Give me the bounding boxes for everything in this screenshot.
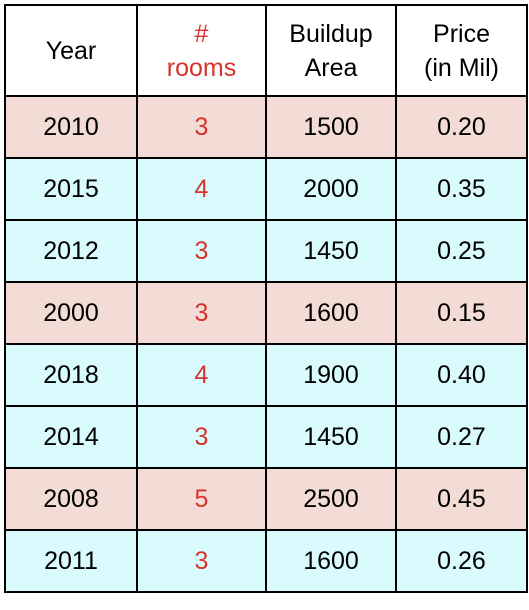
cell-year: 2015 <box>4 157 138 221</box>
cell-buildup-area: 2500 <box>265 467 397 531</box>
cell-price: 0.35 <box>395 157 528 221</box>
header-area-line-1: Buildup <box>289 19 373 48</box>
table-body: 2010 3 1500 0.20 2015 4 2000 0.35 2012 3 1450 0.25 2… <box>4 95 528 593</box>
cell-buildup-area: 1450 <box>265 219 397 283</box>
table-row: 2012 3 1450 0.25 <box>4 219 528 283</box>
header-price-line-1: Price <box>433 19 490 48</box>
header-rooms: # rooms <box>136 4 267 97</box>
cell-price: 0.27 <box>395 405 528 469</box>
header-area: Buildup Area <box>265 4 397 97</box>
header-rooms-line-2: rooms <box>166 53 237 82</box>
header-year-line-1: Year <box>45 36 97 65</box>
table-row: 2011 3 1600 0.26 <box>4 529 528 593</box>
cell-year: 2012 <box>4 219 138 283</box>
cell-price: 0.40 <box>395 343 528 407</box>
cell-rooms: 3 <box>136 95 267 159</box>
cell-year: 2010 <box>4 95 138 159</box>
table-row: 2018 4 1900 0.40 <box>4 343 528 407</box>
cell-rooms: 3 <box>136 281 267 345</box>
cell-rooms: 4 <box>136 157 267 221</box>
cell-buildup-area: 2000 <box>265 157 397 221</box>
header-price: Price (in Mil) <box>395 4 528 97</box>
cell-rooms: 3 <box>136 219 267 283</box>
table-row: 2014 3 1450 0.27 <box>4 405 528 469</box>
cell-price: 0.26 <box>395 529 528 593</box>
cell-year: 2018 <box>4 343 138 407</box>
header-price-line-2: (in Mil) <box>424 53 499 82</box>
cell-price: 0.45 <box>395 467 528 531</box>
cell-price: 0.25 <box>395 219 528 283</box>
cell-buildup-area: 1450 <box>265 405 397 469</box>
cell-rooms: 4 <box>136 343 267 407</box>
header-year: Year <box>4 4 138 97</box>
housing-table-container: Year # rooms Buildup Area Price (in Mil)… <box>4 4 528 593</box>
housing-data-table: Year # rooms Buildup Area Price (in Mil)… <box>4 4 528 593</box>
cell-year: 2014 <box>4 405 138 469</box>
cell-price: 0.15 <box>395 281 528 345</box>
cell-year: 2008 <box>4 467 138 531</box>
header-row: Year # rooms Buildup Area Price (in Mil) <box>4 4 528 97</box>
header-rooms-line-1: # <box>194 19 209 48</box>
table-row: 2015 4 2000 0.35 <box>4 157 528 221</box>
cell-rooms: 3 <box>136 529 267 593</box>
cell-buildup-area: 1500 <box>265 95 397 159</box>
cell-buildup-area: 1600 <box>265 529 397 593</box>
table-header: Year # rooms Buildup Area Price (in Mil) <box>4 4 528 97</box>
cell-year: 2011 <box>4 529 138 593</box>
cell-year: 2000 <box>4 281 138 345</box>
table-row: 2010 3 1500 0.20 <box>4 95 528 159</box>
table-row: 2008 5 2500 0.45 <box>4 467 528 531</box>
cell-rooms: 5 <box>136 467 267 531</box>
table-row: 2000 3 1600 0.15 <box>4 281 528 345</box>
cell-rooms: 3 <box>136 405 267 469</box>
cell-price: 0.20 <box>395 95 528 159</box>
cell-buildup-area: 1600 <box>265 281 397 345</box>
cell-buildup-area: 1900 <box>265 343 397 407</box>
header-area-line-2: Area <box>304 53 358 82</box>
